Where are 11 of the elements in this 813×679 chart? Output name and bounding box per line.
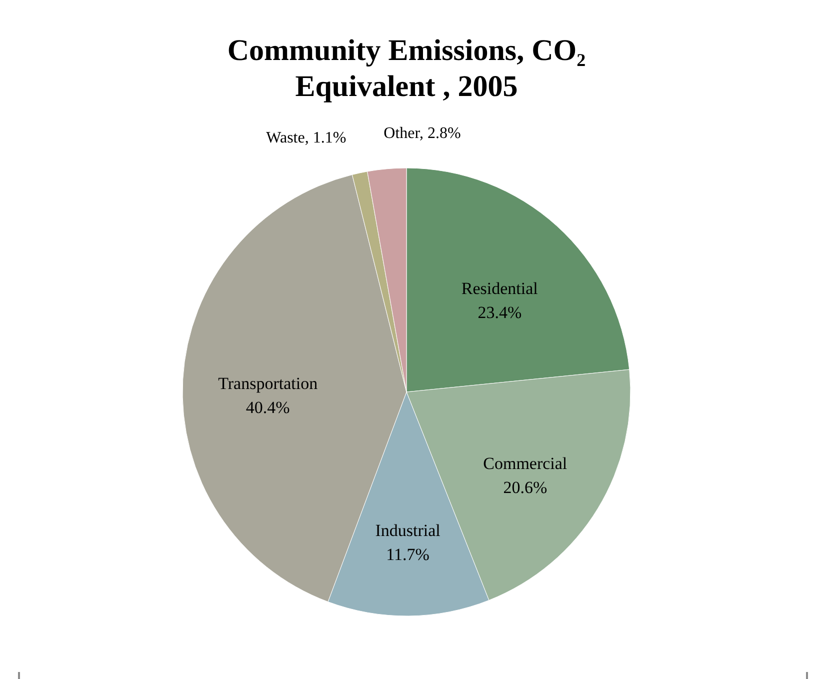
slice-label: Other, 2.8% [384,125,461,142]
slice-label: Industrial [375,520,441,540]
slice-label: Waste, 1.1% [266,130,346,147]
data-label: 11.7% [386,544,430,564]
slice-label: Commercial [483,454,568,474]
slice-label: Transportation [218,374,318,394]
slice-label: Residential [461,278,538,298]
data-label: 23.4% [478,302,522,322]
data-label: 20.6% [503,478,548,498]
data-label: 40.4% [246,398,290,418]
chart-title: Community Emissions, CO₂ Equivalent , 2005 [227,34,586,103]
